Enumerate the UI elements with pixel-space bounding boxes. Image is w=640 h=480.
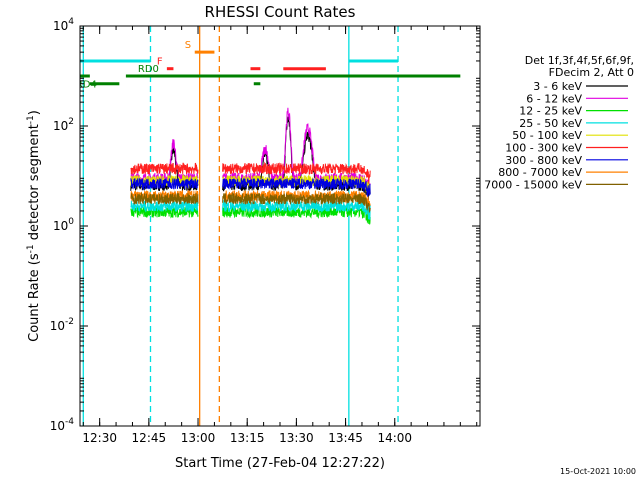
y-label-sup1: -1: [26, 244, 36, 253]
y-label-part3: ): [27, 110, 42, 115]
flag-label-S: S: [185, 40, 191, 51]
y-tick-label: 102: [53, 117, 74, 133]
legend-header-line: FDecim 2, Att 0: [549, 66, 634, 79]
y-tick-label: 10-4: [50, 417, 75, 433]
series-line-50-100keV: [222, 174, 371, 194]
legend: Det 1f,3f,4f,5f,6f,9f,FDecim 2, Att 03 -…: [484, 54, 634, 191]
legend-label: 100 - 300 keV: [505, 142, 582, 155]
y-tick-label: 104: [53, 17, 74, 33]
x-tick-label: 13:00: [181, 431, 216, 445]
series-line-7000-15000keV: [130, 192, 199, 206]
x-axis-label: Start Time (27-Feb-04 12:27:22): [175, 456, 385, 471]
y-tick-label: 100: [53, 217, 74, 233]
x-tick-label: 12:30: [82, 431, 117, 445]
legend-label: 3 - 6 keV: [533, 80, 582, 93]
x-tick-label: 13:45: [328, 431, 363, 445]
legend-label: 12 - 25 keV: [519, 105, 582, 118]
flag-label-F: F: [157, 57, 163, 68]
legend-label: 300 - 800 keV: [505, 154, 582, 167]
footer-date: 15-Oct-2021 10:00: [560, 467, 636, 476]
legend-label: 25 - 50 keV: [519, 117, 582, 130]
series-line-7000-15000keV: [222, 191, 371, 213]
series-line-12-25keV: [130, 205, 199, 219]
legend-label: 6 - 12 keV: [526, 92, 582, 105]
flag-label-RD4: RD4: [76, 80, 97, 91]
legend-header-line: Det 1f,3f,4f,5f,6f,9f,: [525, 54, 634, 67]
series-line-300-800keV: [222, 177, 371, 197]
y-label-part1: Count Rate (s: [27, 253, 42, 342]
y-label-part2: detector segment: [27, 124, 42, 244]
flag-label-RD0: RD0: [138, 64, 159, 75]
x-tick-label: 12:45: [132, 431, 167, 445]
legend-label: 7000 - 15000 keV: [484, 178, 582, 191]
x-tick-label: 13:30: [279, 431, 314, 445]
chart-title: RHESSI Count Rates: [205, 3, 356, 21]
legend-label: 50 - 100 keV: [512, 129, 582, 142]
legend-label: 800 - 7000 keV: [498, 166, 582, 179]
series-line-300-800keV: [130, 177, 199, 191]
y-axis-label: Count Rate (s-1 detector segment-1): [26, 110, 42, 342]
series-line-100-300keV: [222, 161, 371, 184]
series-line-25-50keV: [222, 199, 371, 220]
series-line-100-300keV: [130, 162, 199, 176]
y-tick-label: 10-2: [50, 317, 74, 333]
x-tick-label: 13:15: [230, 431, 265, 445]
x-tick-label: 14:00: [377, 431, 412, 445]
y-label-sup2: -1: [26, 115, 36, 124]
